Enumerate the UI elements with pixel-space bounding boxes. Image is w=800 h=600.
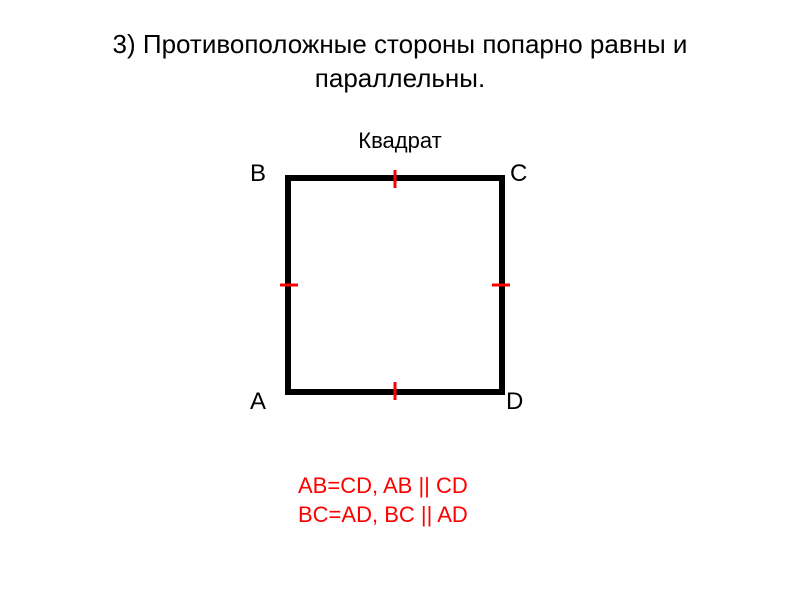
vertex-label-d: D [506, 388, 523, 416]
title-line-1: 3) Противоположные стороны попарно равны… [113, 29, 688, 59]
vertex-label-b: B [250, 160, 266, 188]
square-svg [280, 170, 510, 400]
square-shape [288, 178, 502, 392]
equation-line-1: AB=CD, AB || CD [298, 472, 468, 501]
vertex-label-c: C [510, 160, 527, 188]
vertex-label-a: A [250, 388, 266, 416]
title-line-2: параллельны. [315, 63, 485, 93]
title: 3) Противоположные стороны попарно равны… [0, 28, 800, 96]
subtitle: Квадрат [0, 128, 800, 154]
square-diagram: B C A D [280, 170, 510, 400]
equations: AB=CD, AB || CD BC=AD, BC || AD [298, 472, 468, 529]
equation-line-2: BC=AD, BC || AD [298, 501, 468, 530]
